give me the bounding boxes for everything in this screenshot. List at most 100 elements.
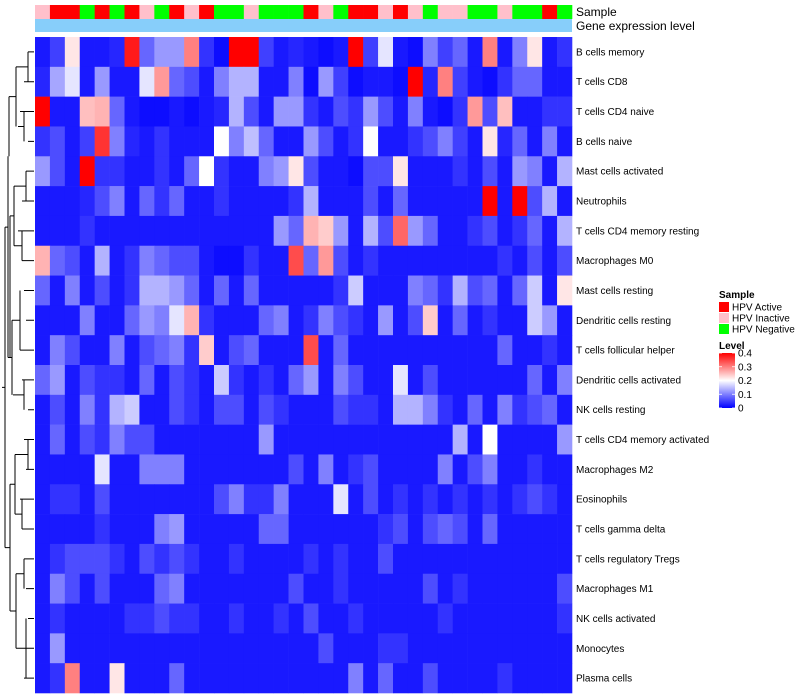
heatmap-cell [124,394,140,425]
heatmap-cell [363,543,379,575]
heatmap-cell [64,424,81,455]
heatmap-cell [258,96,274,127]
heatmap-cell [407,156,424,187]
heatmap-cell [452,186,468,217]
sample-annotation-cell [393,5,409,19]
heatmap-cell [228,633,245,664]
heatmap-cell [557,96,573,127]
heatmap-cell [214,96,230,127]
heatmap-cell [512,484,528,515]
heatmap-cell [378,96,394,127]
heatmap-cell [527,424,543,455]
sample-annotation-cell [49,5,66,19]
heatmap-cell [35,424,51,455]
heatmap-cell [109,96,125,127]
heatmap-cell [273,603,289,634]
sample-annotation-cell [333,5,349,19]
row-label: Plasma cells [576,674,632,685]
heatmap-cell [378,573,394,604]
heatmap-cell [35,275,51,306]
heatmap-cell [228,543,245,575]
heatmap-cell [333,514,349,545]
heatmap-cell [49,275,66,306]
heatmap-cell [154,305,170,336]
heatmap-cell [393,633,409,664]
heatmap-cell [542,335,558,366]
heatmap-cell [333,96,349,127]
heatmap-cell [288,454,304,485]
heatmap-cell [49,126,66,157]
heatmap-cell [258,424,274,455]
heatmap-cell [64,186,81,217]
heatmap-cell [378,66,394,97]
heatmap-cell [288,275,304,306]
heatmap-cell [303,305,319,336]
heatmap-cell [333,335,349,366]
row-label: T cells follicular helper [576,346,675,357]
heatmap-cell [437,96,453,127]
heatmap-cell [35,96,51,127]
heatmap-cell [184,663,200,694]
legend-swatch [719,313,729,323]
heatmap-cell [452,66,468,97]
heatmap-cell [363,633,379,664]
row-label: T cells regulatory Tregs [576,554,680,565]
heatmap-cell [258,245,274,276]
heatmap-cell [214,275,230,306]
heatmap-cell [348,305,364,336]
heatmap-cell [303,394,319,425]
heatmap-cell [422,305,439,336]
heatmap-cell [154,394,170,425]
heatmap-cell [482,215,498,247]
heatmap-cell [452,126,468,157]
heatmap-cell [497,245,513,276]
heatmap-cell [139,365,155,396]
heatmap-cell [482,66,498,97]
heatmap-cell [393,215,409,247]
heatmap-cell [79,484,95,515]
sample-annotation-cell [109,5,125,19]
heatmap-cell [467,335,483,366]
heatmap-cell [124,424,140,455]
heatmap-cell [64,215,81,247]
heatmap-cell [407,573,424,604]
heatmap-cell [139,454,155,485]
heatmap-cell [139,186,155,217]
heatmap-cell [94,37,110,68]
heatmap-cell [318,186,334,217]
heatmap-cell [228,275,245,306]
heatmap-cell [199,126,215,157]
heatmap-cell [333,543,349,575]
heatmap-cell [303,245,319,276]
heatmap-cell [497,633,513,664]
heatmap-cell [482,335,498,366]
heatmap-cell [378,186,394,217]
heatmap-cell [184,543,200,575]
heatmap-cell [557,663,573,694]
heatmap-cell [124,365,140,396]
heatmap-cell [228,126,245,157]
heatmap-cell [527,454,543,485]
sample-annotation-cell [288,5,304,19]
heatmap-cell [512,454,528,485]
heatmap-cell [228,514,245,545]
heatmap-cell [542,663,558,694]
heatmap-cell [497,394,513,425]
heatmap-cell [139,96,155,127]
heatmap-cell [542,186,558,217]
heatmap-cell [243,484,260,515]
heatmap-cell [288,215,304,247]
heatmap-cell [363,245,379,276]
heatmap-cell [407,245,424,276]
heatmap-cell [497,96,513,127]
heatmap-cell [49,424,66,455]
heatmap-cell [258,66,274,97]
heatmap-cell [467,365,483,396]
heatmap-cell [422,37,439,68]
heatmap-cell [512,275,528,306]
heatmap-cell [393,245,409,276]
heatmap-cell [437,126,453,157]
heatmap-cell [214,394,230,425]
heatmap-cell [228,96,245,127]
